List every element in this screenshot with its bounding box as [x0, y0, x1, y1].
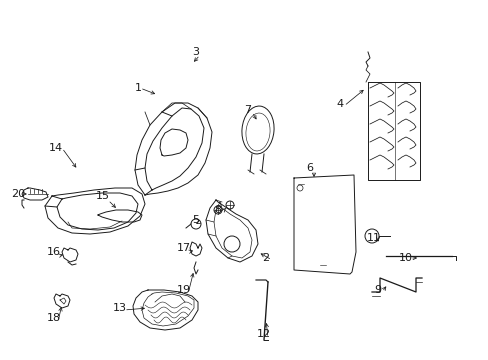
Text: 20: 20 — [11, 189, 25, 199]
Text: 8: 8 — [214, 205, 221, 215]
Text: 19: 19 — [177, 285, 191, 295]
Text: 7: 7 — [244, 105, 251, 115]
Text: 6: 6 — [306, 163, 313, 173]
Text: 13: 13 — [113, 303, 127, 313]
Text: 3: 3 — [192, 47, 199, 57]
Text: 14: 14 — [49, 143, 63, 153]
Text: 9: 9 — [374, 285, 381, 295]
Text: 18: 18 — [47, 313, 61, 323]
Text: 2: 2 — [262, 253, 269, 263]
Text: 4: 4 — [336, 99, 343, 109]
Text: 17: 17 — [177, 243, 191, 253]
Text: 16: 16 — [47, 247, 61, 257]
Text: 10: 10 — [398, 253, 412, 263]
Text: 1: 1 — [134, 83, 141, 93]
Text: 11: 11 — [366, 233, 380, 243]
Text: 15: 15 — [96, 191, 110, 201]
Text: 5: 5 — [192, 215, 199, 225]
Text: 12: 12 — [256, 329, 270, 339]
